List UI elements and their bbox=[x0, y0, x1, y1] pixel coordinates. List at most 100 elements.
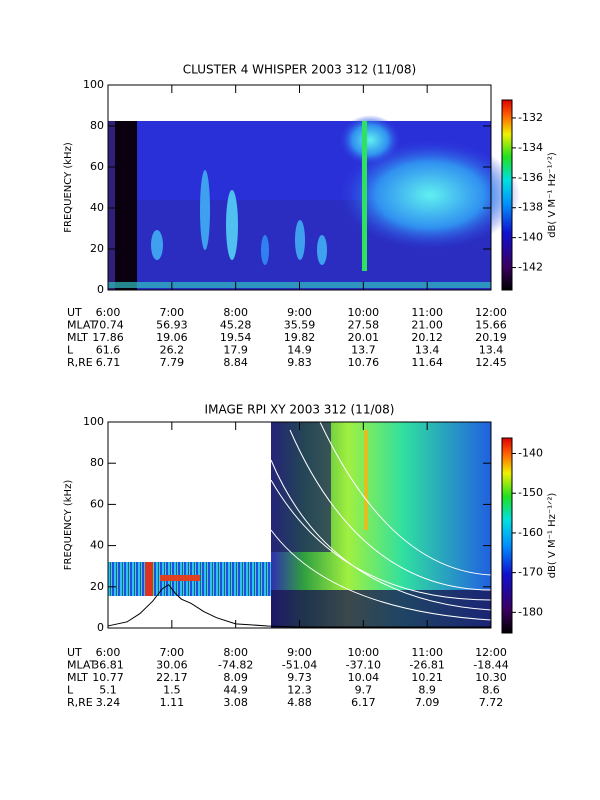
ephemeris-value: 1.5 bbox=[163, 684, 181, 697]
y-tick-label: 40 bbox=[90, 539, 104, 552]
ephemeris-value: 15.66 bbox=[475, 319, 507, 332]
spectrogram-image bbox=[108, 421, 492, 628]
x-tick-label: 12:00 bbox=[475, 646, 507, 659]
ephemeris-value: -51.04 bbox=[282, 659, 317, 672]
row-label: L bbox=[67, 684, 74, 697]
ephemeris-value: 10.04 bbox=[348, 671, 380, 684]
x-tick-label: 6:00 bbox=[96, 646, 121, 659]
ephemeris-value: 21.00 bbox=[411, 319, 443, 332]
spectrogram-image bbox=[108, 115, 520, 290]
ephemeris-value: -74.82 bbox=[218, 659, 253, 672]
colorbar-tick-label: -140 bbox=[518, 446, 543, 459]
colorbar-tick-label: -134 bbox=[518, 141, 543, 154]
row-label: MLT bbox=[67, 671, 88, 684]
ephemeris-value: 9.83 bbox=[287, 356, 312, 369]
colorbar-tick-label: -180 bbox=[518, 605, 543, 618]
y-tick-label: 20 bbox=[90, 242, 104, 255]
ephemeris-value: 13.7 bbox=[351, 344, 376, 357]
row-label: UT bbox=[67, 306, 82, 319]
x-tick-label: 11:00 bbox=[411, 646, 443, 659]
ephemeris-value: 26.2 bbox=[160, 344, 185, 357]
ephemeris-value: 13.4 bbox=[479, 344, 504, 357]
ephemeris-value: 27.58 bbox=[348, 319, 380, 332]
ephemeris-value: 70.74 bbox=[92, 319, 124, 332]
ephemeris-value: 7.09 bbox=[415, 696, 440, 709]
ephemeris-value: 22.17 bbox=[156, 671, 188, 684]
ephemeris-value: 11.64 bbox=[411, 356, 443, 369]
ephemeris-value: 10.77 bbox=[92, 671, 124, 684]
ephemeris-value: 8.9 bbox=[418, 684, 436, 697]
x-tick-label: 9:00 bbox=[287, 646, 312, 659]
x-tick-label: 10:00 bbox=[347, 646, 379, 659]
ephemeris-value: 10.30 bbox=[475, 671, 507, 684]
x-tick-label: 8:00 bbox=[223, 646, 248, 659]
ephemeris-value: -18.44 bbox=[473, 659, 508, 672]
ephemeris-value: 19.82 bbox=[284, 331, 316, 344]
y-tick-label: 80 bbox=[90, 119, 104, 132]
ephemeris-value: 8.6 bbox=[482, 684, 500, 697]
ephemeris-value: -37.10 bbox=[346, 659, 381, 672]
ephemeris-value: 45.28 bbox=[220, 319, 252, 332]
x-tick-label: 8:00 bbox=[223, 306, 248, 319]
x-tick-label: 11:00 bbox=[411, 306, 443, 319]
ephemeris-value: 9.7 bbox=[355, 684, 373, 697]
y-tick-label: 60 bbox=[90, 160, 104, 173]
y-tick-label: 60 bbox=[90, 497, 104, 510]
y-axis-label: FREQUENCY (kHz) bbox=[63, 142, 74, 233]
ephemeris-value: 8.09 bbox=[223, 671, 248, 684]
colorbar-frame bbox=[501, 437, 513, 634]
curve bbox=[107, 584, 491, 628]
y-tick-label: 20 bbox=[90, 580, 104, 593]
x-tick-label: 9:00 bbox=[287, 306, 312, 319]
x-tick-label: 6:00 bbox=[96, 306, 121, 319]
colorbar-tick-label: -140 bbox=[518, 231, 543, 244]
y-tick-label: 80 bbox=[90, 456, 104, 469]
ephemeris-value: 20.12 bbox=[411, 331, 443, 344]
ephemeris-value: 20.01 bbox=[348, 331, 380, 344]
x-tick-label: 7:00 bbox=[159, 646, 184, 659]
ephemeris-value: 36.81 bbox=[92, 659, 124, 672]
ephemeris-value: 10.21 bbox=[411, 671, 443, 684]
ephemeris-value: 7.72 bbox=[479, 696, 504, 709]
ephemeris-value: 20.19 bbox=[475, 331, 507, 344]
colorbar-label: dB( V M⁻¹ Hz⁻¹ᐟ²) bbox=[547, 152, 558, 238]
colorbar-tick-label: -142 bbox=[518, 261, 543, 274]
row-label: UT bbox=[67, 646, 82, 659]
ephemeris-value: 19.54 bbox=[220, 331, 252, 344]
row-label: MLAT bbox=[67, 659, 97, 672]
ephemeris-value: 17.86 bbox=[92, 331, 124, 344]
colorbar-tick-label: -132 bbox=[518, 111, 543, 124]
ephemeris-value: 6.71 bbox=[96, 356, 121, 369]
x-tick-label: 7:00 bbox=[159, 306, 184, 319]
x-tick-label: 10:00 bbox=[347, 306, 379, 319]
ephemeris-value: 3.08 bbox=[223, 696, 248, 709]
ephemeris-value: 19.06 bbox=[156, 331, 188, 344]
ephemeris-value: 6.17 bbox=[351, 696, 376, 709]
ephemeris-value: 44.9 bbox=[223, 684, 248, 697]
ephemeris-value: 56.93 bbox=[156, 319, 188, 332]
y-tick-label: 100 bbox=[83, 415, 104, 428]
ephemeris-value: 4.88 bbox=[287, 696, 312, 709]
row-label: MLT bbox=[67, 331, 88, 344]
row-label: MLAT bbox=[67, 319, 97, 332]
ephemeris-value: 3.24 bbox=[96, 696, 121, 709]
row-label: R,RE bbox=[67, 696, 93, 709]
ephemeris-value: 14.9 bbox=[287, 344, 312, 357]
ephemeris-value: 8.84 bbox=[223, 356, 248, 369]
ephemeris-value: 7.79 bbox=[160, 356, 185, 369]
ephemeris-value: 10.76 bbox=[348, 356, 380, 369]
colorbar bbox=[502, 100, 512, 290]
colorbar-frame bbox=[501, 99, 513, 291]
colorbar-tick-label: -160 bbox=[518, 526, 543, 539]
ephemeris-value: 12.3 bbox=[287, 684, 312, 697]
ephemeris-value: 35.59 bbox=[284, 319, 316, 332]
colorbar bbox=[502, 438, 512, 633]
chart-title: IMAGE RPI XY 2003 312 (11/08) bbox=[205, 403, 395, 417]
y-tick-label: 0 bbox=[97, 283, 104, 296]
y-tick-label: 100 bbox=[83, 78, 104, 91]
ephemeris-value: 9.73 bbox=[287, 671, 312, 684]
ephemeris-value: 30.06 bbox=[156, 659, 188, 672]
colorbar-label: dB( V M⁻¹ Hz⁻¹ᐟ²) bbox=[547, 493, 558, 579]
ephemeris-value: 12.45 bbox=[475, 356, 507, 369]
